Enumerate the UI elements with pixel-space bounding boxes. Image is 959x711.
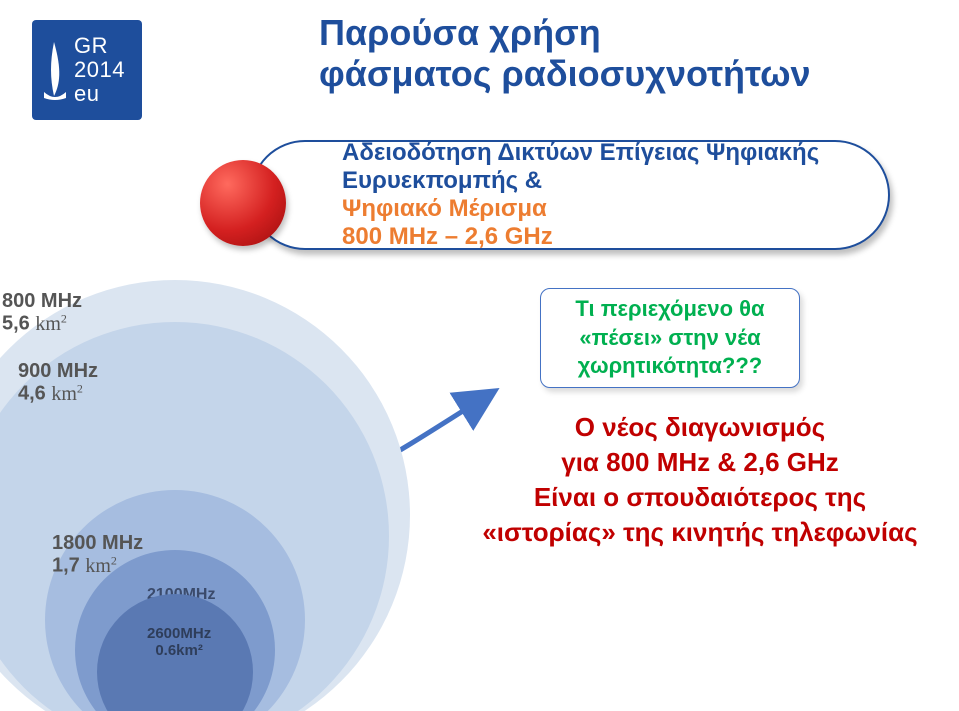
callout-box: Τι περιεχόμενο θα «πέσει» στην νέα χωρητ… <box>540 288 800 388</box>
slide-title: Παρούσα χρήση φάσματος ραδιοσυχνοτήτων <box>319 12 879 95</box>
logo-line3: eu <box>74 82 125 106</box>
logo-sail-icon <box>40 40 70 100</box>
eu-presidency-logo: GR 2014 eu <box>32 20 142 120</box>
ribbon-line2: Ψηφιακό Μέρισμα <box>342 195 547 222</box>
coverage-label-0: 800 MHz5,6 km2 <box>2 290 82 335</box>
slide: GR 2014 eu Παρούσα χρήση φάσματος ραδιοσ… <box>0 0 959 711</box>
title-line1: Παρούσα χρήση <box>319 12 601 53</box>
callout-text: Τι περιεχόμενο θα «πέσει» στην νέα χωρητ… <box>553 295 787 381</box>
logo-line1: GR <box>74 34 125 58</box>
logo-line2: 2014 <box>74 58 125 82</box>
ribbon-dot-icon <box>200 160 286 246</box>
ribbon-line1: Αδειοδότηση Δικτύων Επίγειας Ψηφιακής Ευ… <box>342 139 888 195</box>
conclusion-text: Ο νέος διαγωνισμόςγια 800 MHz & 2,6 GHzΕ… <box>480 410 920 550</box>
ribbon-banner: Αδειοδότηση Δικτύων Επίγειας Ψηφιακής Ευ… <box>250 140 890 250</box>
coverage-label-1: 900 MHz4,6 km2 <box>18 360 98 405</box>
coverage-label-4: 2600MHz0.6km² <box>147 626 211 659</box>
coverage-chart: 800 MHz5,6 km2900 MHz4,6 km21800 MHz1,7 … <box>0 280 460 711</box>
ribbon-line3: 800 MHz – 2,6 GHz <box>342 223 553 250</box>
title-line2: φάσματος ραδιοσυχνοτήτων <box>319 53 811 94</box>
logo-text: GR 2014 eu <box>74 34 125 107</box>
conclusion-body: Ο νέος διαγωνισμόςγια 800 MHz & 2,6 GHzΕ… <box>482 412 917 547</box>
